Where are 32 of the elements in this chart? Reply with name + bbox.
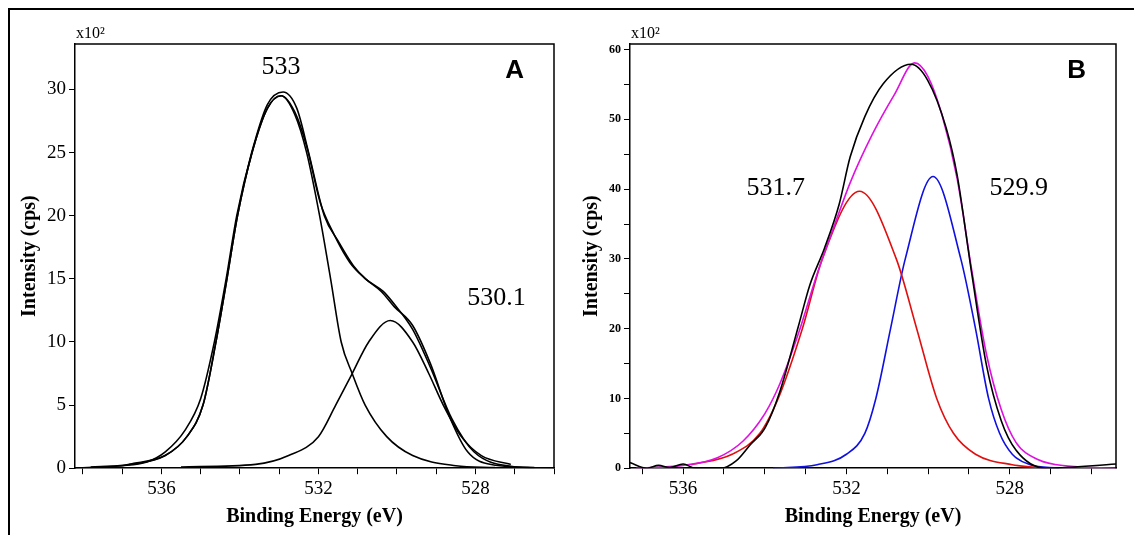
x-axis-title: Binding Energy (eV) (226, 504, 403, 528)
y-tick-label: 0 (615, 460, 621, 475)
x-tick-label: 528 (995, 476, 1025, 498)
x-tick-label: 536 (147, 476, 176, 498)
x-tick-label: 532 (832, 476, 861, 498)
x-tick-label: 532 (304, 476, 333, 498)
y-tick-label: 10 (609, 390, 621, 405)
x-tick-label: 536 (668, 476, 698, 498)
y-tick-label: 30 (47, 77, 66, 99)
y-tick-label: 0 (56, 456, 66, 478)
annotation: B (1067, 54, 1086, 85)
y-tick-label: 30 (609, 250, 621, 265)
text: x10² (631, 24, 660, 42)
annotation: A (505, 54, 525, 85)
x-axis-title: Binding Energy (eV) (784, 504, 962, 528)
y-tick-label: 5 (56, 393, 66, 415)
y-tick-label: 20 (47, 203, 66, 225)
y-tick-label: 60 (609, 41, 621, 56)
annotation: 529.9 (989, 172, 1049, 202)
y-tick-label: 50 (609, 111, 621, 126)
y-tick-label: 25 (47, 140, 66, 162)
x-tick-label: 528 (461, 476, 490, 498)
annotation: 533 (261, 51, 301, 81)
y-tick-label: 40 (609, 181, 621, 196)
y-axis-title: Intensity (cps) (17, 195, 41, 317)
annotation: 530.1 (467, 282, 526, 312)
y-tick-label: 20 (609, 320, 621, 335)
y-tick-label: 15 (47, 266, 66, 288)
text: x10² (76, 24, 105, 42)
annotation: 531.7 (746, 172, 806, 202)
y-axis-title: Intensity (cps) (579, 195, 603, 317)
y-tick-label: 10 (47, 329, 66, 351)
